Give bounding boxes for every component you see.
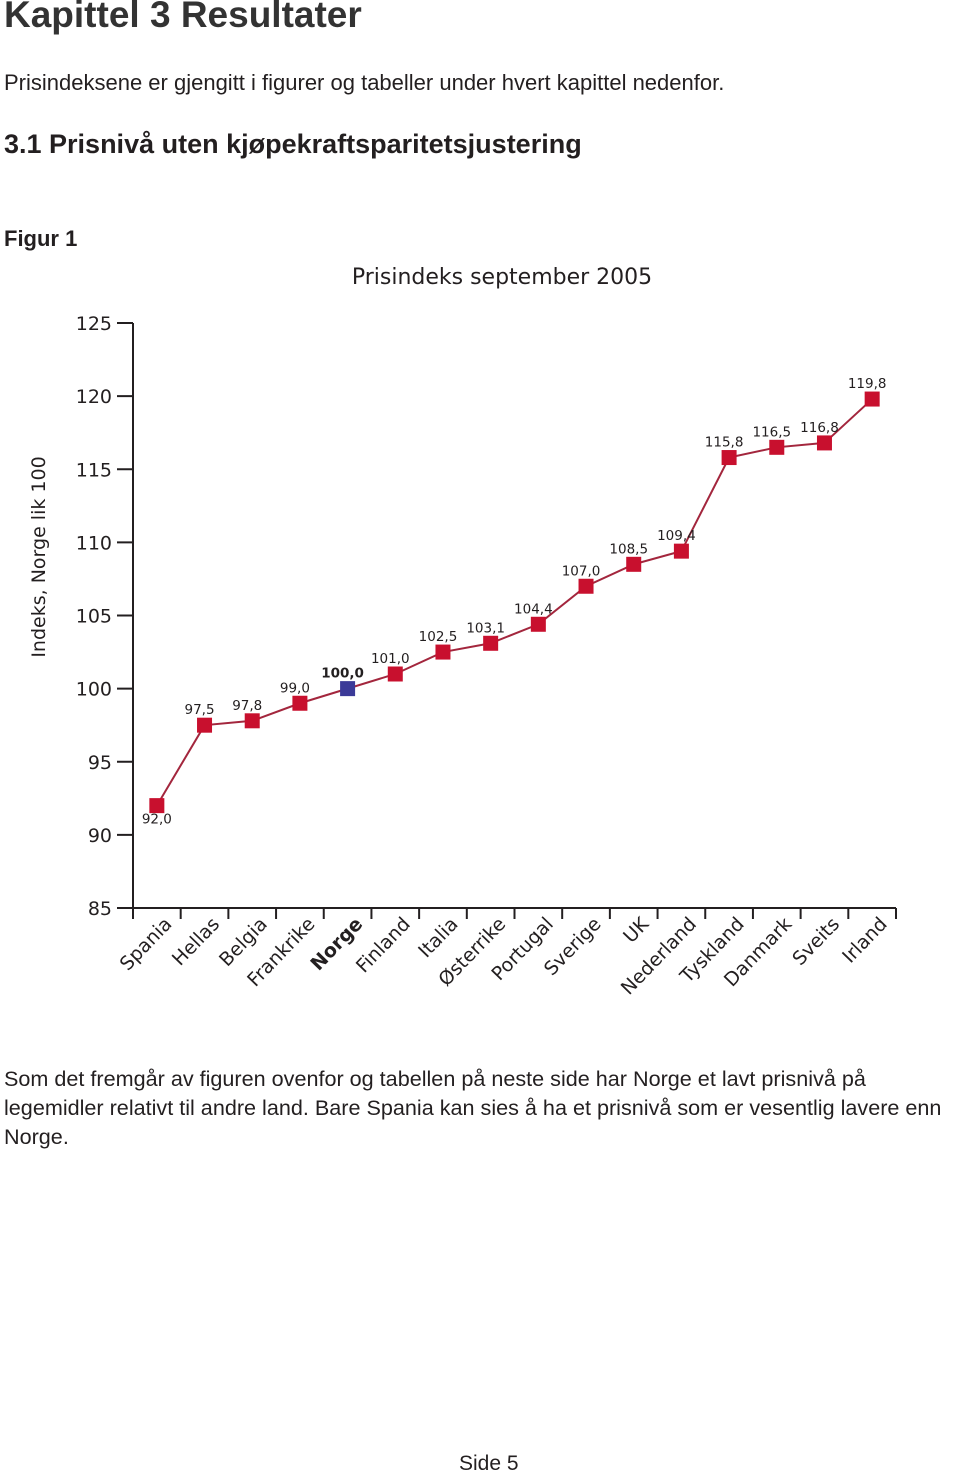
page-number: Side 5: [459, 1452, 519, 1475]
y-tick-label: 105: [76, 606, 112, 628]
data-marker: [530, 616, 546, 632]
chart-title: Prisindeks september 2005: [352, 265, 652, 290]
intro-text: Prisindeksene er gjengitt i figurer og t…: [4, 70, 725, 95]
body-text: Som det fremgår av figuren ovenfor og ta…: [4, 1066, 942, 1149]
y-tick-label: 110: [76, 532, 112, 554]
y-tick-label: 95: [88, 752, 112, 774]
data-marker: [435, 644, 451, 660]
value-label: 100,0: [321, 666, 364, 682]
x-tick-label: Hellas: [168, 913, 224, 970]
x-tick-label: Irland: [838, 913, 892, 967]
y-tick-label: 120: [76, 386, 112, 408]
data-marker: [626, 556, 642, 572]
y-tick-label: 85: [88, 898, 112, 920]
section-title: 3.1 Prisnivå uten kjøpekraftsparitetsjus…: [4, 129, 582, 159]
x-tick-label: Finland: [352, 913, 415, 977]
chapter-title: Kapittel 3 Resultater: [4, 0, 362, 35]
value-label: 104,4: [514, 601, 553, 617]
data-marker: [673, 543, 689, 559]
data-marker: [149, 798, 165, 814]
y-tick-label: 125: [76, 313, 112, 335]
data-marker: [769, 439, 785, 455]
value-label: 116,8: [800, 420, 839, 436]
x-tick-label: UK: [619, 913, 654, 948]
data-marker: [340, 681, 356, 697]
data-marker: [244, 713, 260, 729]
data-marker: [483, 635, 499, 651]
y-tick-label: 90: [88, 825, 112, 847]
figure-label: Figur 1: [4, 226, 78, 251]
data-marker: [864, 391, 880, 407]
value-label: 116,5: [752, 424, 791, 440]
x-tick-label: Sveits: [788, 913, 844, 970]
value-label: 119,8: [848, 376, 887, 392]
data-line: [155, 398, 873, 807]
value-label: 109,4: [657, 528, 696, 544]
value-label: 102,5: [419, 629, 458, 645]
value-label: 97,8: [232, 698, 262, 714]
value-label: 108,5: [609, 541, 648, 557]
data-marker: [292, 695, 308, 711]
value-label: 101,0: [371, 651, 410, 667]
value-label: 99,0: [280, 680, 310, 696]
x-tick-label: Spania: [116, 913, 177, 975]
value-label: 107,0: [562, 563, 601, 579]
data-marker: [816, 435, 832, 451]
value-label: 92,0: [142, 812, 172, 828]
value-label: 97,5: [185, 702, 215, 718]
value-label: 115,8: [705, 435, 744, 451]
y-tick-label: 100: [76, 679, 112, 701]
y-axis-label: Indeks, Norge lik 100: [28, 456, 50, 657]
data-marker: [387, 666, 403, 682]
data-marker: [721, 450, 737, 466]
data-marker: [578, 578, 594, 594]
data-marker: [197, 717, 213, 733]
y-tick-label: 115: [76, 459, 112, 481]
value-label: 103,1: [466, 620, 505, 636]
